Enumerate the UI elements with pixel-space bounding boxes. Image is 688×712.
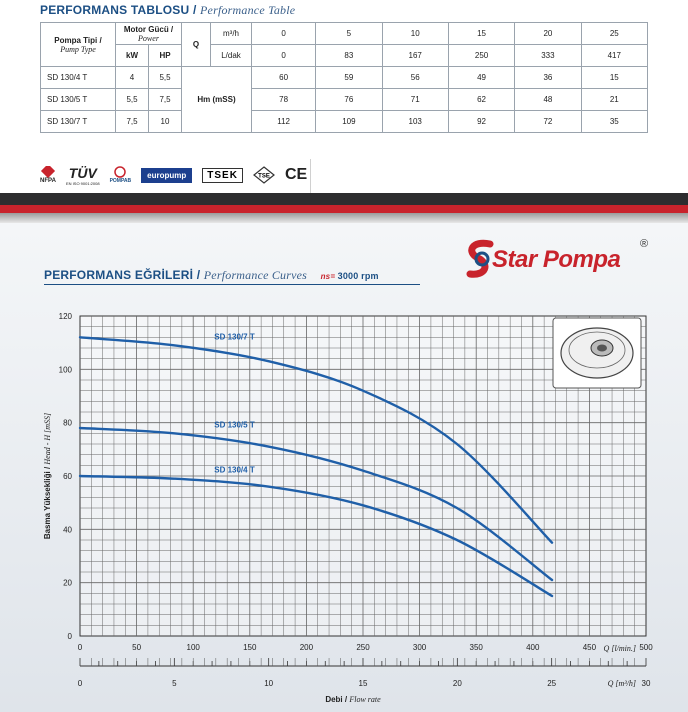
- nfpa-label: NFPA: [40, 178, 56, 184]
- head-cell: 49: [447, 66, 516, 89]
- curves-title-en: Performance Curves: [203, 268, 308, 282]
- curves-section-title: PERFORMANS EĞRİLERİ / Performance Curves…: [44, 268, 379, 282]
- ce-logo: CE: [284, 166, 308, 183]
- series-label: SD 130/7 T: [214, 332, 255, 341]
- chart-curves: [78, 336, 554, 598]
- x-tick-label-m3h: 25: [547, 679, 556, 688]
- x-unit-ldak: Q [l/min.]: [604, 644, 636, 653]
- blank-panel: [310, 159, 688, 193]
- tuv-label: TÜV: [68, 164, 97, 181]
- chart-grid: [79, 315, 647, 637]
- brand-logo: Star Pompa ®: [462, 238, 662, 280]
- y-tick-label: 120: [59, 312, 73, 321]
- x-tick-label-m3h: 30: [642, 679, 651, 688]
- y-axis-title-en: Head - H [mSS]: [43, 413, 52, 466]
- x-tick-label-ldak: 0: [78, 643, 83, 652]
- tsek-logo: TSEK: [202, 167, 243, 183]
- x-tick-label-m3h: 15: [359, 679, 368, 688]
- y-tick-label: 0: [68, 632, 73, 641]
- x-tick-label-ldak: 450: [583, 643, 597, 652]
- kw-cell: 7,5: [115, 110, 149, 133]
- pompab-label: POMPAB: [109, 178, 132, 184]
- x-axis-title-en: Flow rate: [348, 695, 381, 704]
- pump-type-cell: SD 130/7 T: [40, 110, 116, 133]
- y-tick-label: 60: [63, 472, 72, 481]
- pump-impeller-image: [552, 317, 642, 389]
- y-tick-label: 40: [63, 525, 72, 534]
- y-tick-label: 100: [59, 365, 73, 374]
- ns-label: ns: [320, 272, 331, 281]
- y-tick-label: 80: [63, 419, 72, 428]
- hp-cell: 10: [148, 110, 182, 133]
- brand-name: Star Pompa: [492, 246, 621, 273]
- chart-labels: Q [l/min.] Q [m³/h] Debi / Flow rate Basma …: [43, 332, 636, 704]
- speed-label: 3000 rpm: [337, 271, 379, 281]
- registered-mark: ®: [640, 238, 649, 250]
- europump-logo: europump: [141, 167, 193, 183]
- curves-title-tr: PERFORMANS EĞRİLERİ: [44, 268, 194, 282]
- x-tick-label-ldak: 300: [413, 643, 427, 652]
- curves-panel: [0, 223, 688, 712]
- star-pompa-emblem-icon: [466, 239, 494, 278]
- x-tick-label-ldak: 350: [470, 643, 484, 652]
- x-unit-m3h: Q [m³/h]: [608, 679, 636, 688]
- head-cell: 92: [447, 110, 516, 133]
- head-cell: 72: [514, 110, 582, 133]
- x-tick-label-m3h: 10: [264, 679, 273, 688]
- x-tick-label-ldak: 200: [300, 643, 314, 652]
- pompab-icon: [114, 166, 127, 178]
- dark-band: [0, 193, 688, 205]
- tse-logo: TSE: [252, 166, 275, 184]
- series-label: SD 130/4 T: [214, 466, 255, 475]
- tuv-logo: TÜV EN ISO 9001:2008: [66, 165, 100, 186]
- impeller-ring-icon: [568, 331, 626, 369]
- x-axis-title: Debi / Flow rate: [325, 695, 381, 704]
- impeller-shaft-icon: [597, 344, 607, 352]
- pompab-logo: POMPAB: [109, 166, 132, 184]
- red-band: [0, 205, 688, 213]
- pump-type-label: Pompa Tipi /: [54, 35, 102, 45]
- title-underline: [44, 284, 420, 285]
- x-tick-label-m3h: 5: [172, 679, 177, 688]
- tse-icon-text: TSE: [258, 174, 270, 180]
- nfpa-logo: NFPA: [40, 166, 56, 184]
- x-tick-label-ldak: 150: [243, 643, 257, 652]
- x-tick-label-ldak: 50: [132, 643, 141, 652]
- tuv-sub-label: EN ISO 9001:2008: [66, 180, 100, 186]
- curve-sd-130-4-t: [78, 474, 554, 598]
- y-axis-title: Basma Yüksekliği / Head - H [mSS]: [43, 413, 52, 539]
- motor-power-label: Motor Gücü /: [123, 24, 174, 34]
- performance-table: Pompa Tipi / Pump Type Motor Gücü / Powe…: [40, 22, 649, 133]
- table-title-tr: PERFORMANS TABLOSU: [40, 3, 190, 17]
- series-label: SD 130/5 T: [214, 420, 255, 429]
- motor-power-label-en: Power: [138, 33, 159, 43]
- table-title-en: Performance Table: [200, 3, 296, 17]
- tse-icon: TSE: [252, 166, 275, 184]
- x-axis-title-tr: Debi /: [325, 695, 349, 704]
- x-tick-label-ldak: 100: [187, 643, 201, 652]
- y-tick-label: 20: [63, 579, 72, 588]
- head-cell: 112: [250, 110, 317, 133]
- x-tick-label-m3h: 20: [453, 679, 462, 688]
- table-row: SD 130/7 T 7,5 10 112 109 103 92 72 35: [40, 110, 649, 133]
- x-tick-label-ldak: 250: [356, 643, 370, 652]
- pump-type-label-en: Pump Type: [60, 44, 96, 54]
- head-cell: 35: [580, 110, 649, 133]
- x-tick-label-m3h: 0: [78, 679, 83, 688]
- nfpa-icon: [40, 166, 56, 178]
- certification-logos: NFPA TÜV EN ISO 9001:2008 POMPAB europum…: [40, 163, 307, 187]
- chart-axes: [79, 658, 647, 667]
- curve-sd-130-5-t: [78, 426, 554, 582]
- x-tick-label-ldak: 400: [526, 643, 540, 652]
- grey-band: [0, 213, 688, 223]
- hm-label: Hm (mSS): [181, 66, 252, 133]
- motor-power-header: Motor Gücü / Power: [115, 22, 182, 45]
- x-tick-label-ldak: 500: [639, 643, 653, 652]
- y-axis-title-tr: Basma Yüksekliği /: [43, 465, 52, 540]
- table-section-title: PERFORMANS TABLOSU / Performance Table: [40, 3, 296, 17]
- curve-sd-130-7-t: [78, 336, 554, 544]
